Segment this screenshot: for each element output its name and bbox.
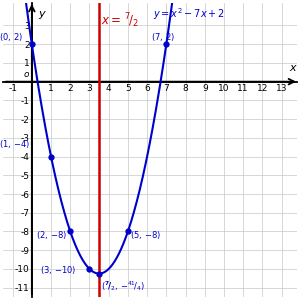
Text: $(5,\,{-}8)$: $(5,\,{-}8)$ [130, 229, 161, 241]
Text: $(0,\,2)$: $(0,\,2)$ [0, 31, 23, 43]
Text: $o$: $o$ [23, 70, 31, 79]
Text: $x = \,^7\!/_{2}$: $x = \,^7\!/_{2}$ [101, 11, 139, 30]
Text: $y$: $y$ [38, 9, 46, 21]
Text: $(\mathregular{{}^7\!/}_2,\,{-}^{41}\!/_{4})$: $(\mathregular{{}^7\!/}_2,\,{-}^{41}\!/_… [101, 279, 145, 293]
Text: $(7,\,2)$: $(7,\,2)$ [151, 31, 175, 43]
Text: $x$: $x$ [289, 63, 298, 73]
Text: $(2,\,{-}8)$: $(2,\,{-}8)$ [36, 229, 67, 241]
Text: $y = x^2 - 7x + 2$: $y = x^2 - 7x + 2$ [153, 6, 225, 22]
Text: $(3,\,{-}10)$: $(3,\,{-}10)$ [40, 264, 76, 276]
Text: $(1,\,{-}4)$: $(1,\,{-}4)$ [0, 138, 30, 150]
